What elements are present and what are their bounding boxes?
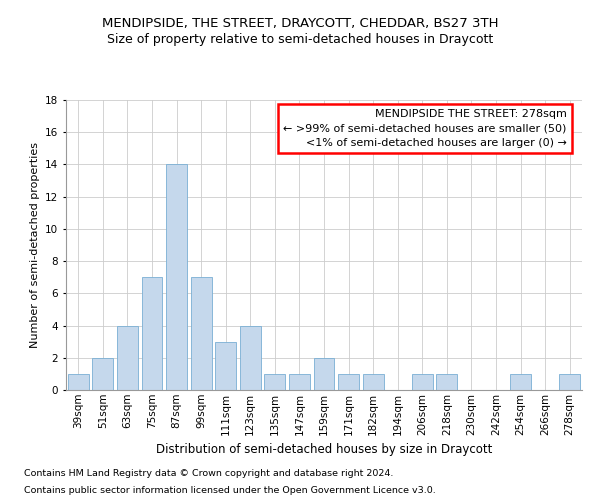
Text: Size of property relative to semi-detached houses in Draycott: Size of property relative to semi-detach… bbox=[107, 32, 493, 46]
Text: Contains public sector information licensed under the Open Government Licence v3: Contains public sector information licen… bbox=[24, 486, 436, 495]
Bar bbox=[166, 164, 187, 390]
Y-axis label: Number of semi-detached properties: Number of semi-detached properties bbox=[29, 142, 40, 348]
Bar bbox=[289, 374, 310, 390]
Bar bbox=[510, 374, 531, 390]
Text: MENDIPSIDE THE STREET: 278sqm
← >99% of semi-detached houses are smaller (50)
<1: MENDIPSIDE THE STREET: 278sqm ← >99% of … bbox=[283, 108, 566, 148]
Bar bbox=[559, 374, 580, 390]
Bar bbox=[314, 358, 334, 390]
X-axis label: Distribution of semi-detached houses by size in Draycott: Distribution of semi-detached houses by … bbox=[156, 443, 492, 456]
Bar bbox=[68, 374, 89, 390]
Bar bbox=[142, 277, 163, 390]
Bar bbox=[215, 342, 236, 390]
Bar bbox=[412, 374, 433, 390]
Bar bbox=[265, 374, 286, 390]
Bar bbox=[191, 277, 212, 390]
Bar bbox=[92, 358, 113, 390]
Bar bbox=[362, 374, 383, 390]
Bar bbox=[240, 326, 261, 390]
Text: MENDIPSIDE, THE STREET, DRAYCOTT, CHEDDAR, BS27 3TH: MENDIPSIDE, THE STREET, DRAYCOTT, CHEDDA… bbox=[102, 18, 498, 30]
Bar bbox=[338, 374, 359, 390]
Bar bbox=[436, 374, 457, 390]
Bar bbox=[117, 326, 138, 390]
Text: Contains HM Land Registry data © Crown copyright and database right 2024.: Contains HM Land Registry data © Crown c… bbox=[24, 468, 394, 477]
